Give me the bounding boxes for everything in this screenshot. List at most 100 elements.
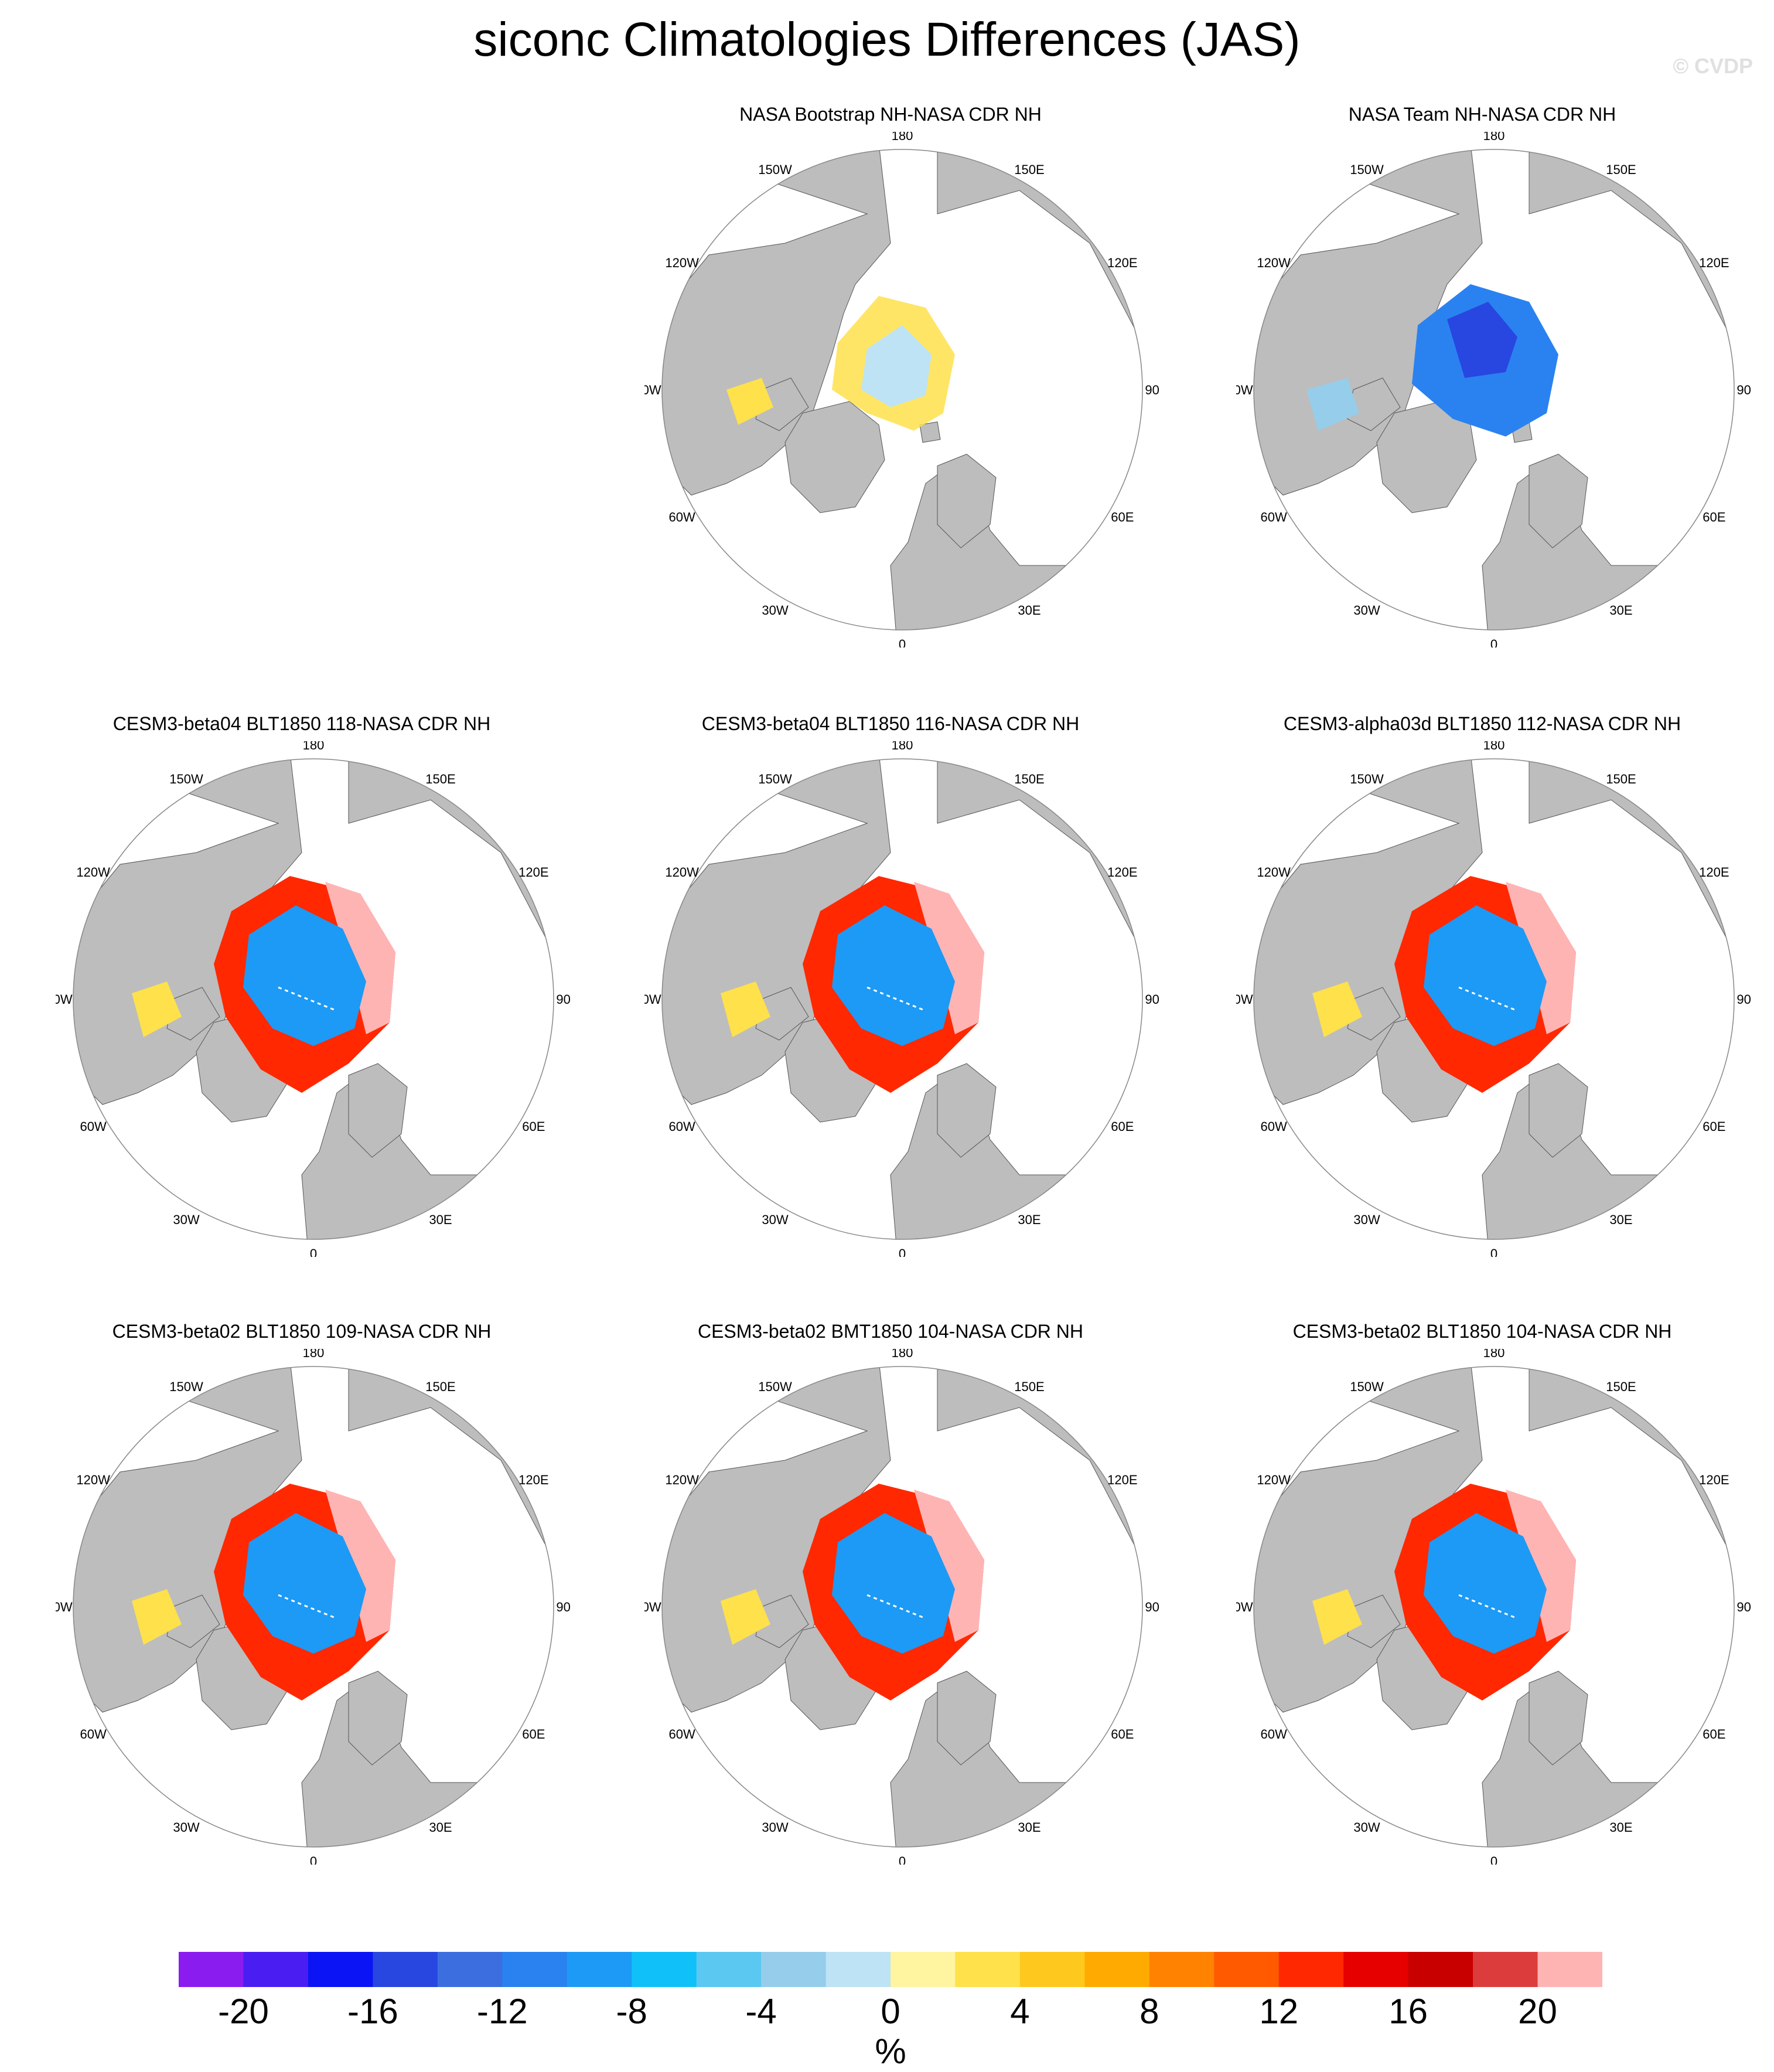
polar-map: 180 150E 120E 90E 60E 30E 0 30W 60W 90W 120W 150W (644, 741, 1160, 1257)
ice-diff-negative-core (832, 905, 955, 1046)
lon-label: 90W (644, 383, 661, 397)
lon-label: 90E (556, 1600, 571, 1614)
lon-label: 120W (1257, 255, 1291, 270)
lon-label: 90W (56, 992, 73, 1007)
lon-label: 90W (644, 992, 661, 1007)
lon-label: 30E (429, 1820, 452, 1835)
lon-label: 150E (1606, 772, 1636, 786)
map-panel: NASA Bootstrap NH-NASA CDR NH 180 150E 120E… (598, 103, 1183, 689)
lon-label: 60W (1261, 510, 1287, 524)
lon-label: 0 (310, 1854, 317, 1865)
lon-label: 60W (1261, 1727, 1287, 1742)
panel-title: CESM3-alpha03d BLT1850 112-NASA CDR NH (1283, 713, 1681, 734)
colorbar (179, 1952, 1602, 1987)
colorbar-swatch (632, 1952, 697, 1987)
lon-label: 90E (1737, 992, 1752, 1007)
map-boundary (1253, 149, 1735, 631)
colorbar-tick-label: -4 (745, 1992, 777, 2031)
pole-hole-line (278, 1594, 337, 1620)
ice-diff-negative-core (1424, 1513, 1547, 1654)
map-boundary (1253, 1366, 1735, 1848)
map-boundary (661, 1366, 1143, 1848)
lon-label: 120E (518, 1473, 548, 1487)
lon-label: 180 (892, 741, 913, 752)
lon-label: 60W (80, 1727, 107, 1742)
ice-diff-hudson (1312, 982, 1362, 1037)
map-panel: CESM3-beta04 BLT1850 118-NASA CDR NH 180 1… (9, 712, 595, 1298)
ice-diff-hudson (721, 1589, 770, 1645)
ice-diff-hudson (1306, 378, 1359, 431)
lon-label: 90W (644, 1600, 661, 1614)
ice-diff-negative-core (1424, 905, 1547, 1046)
lon-label: 120E (1699, 865, 1729, 880)
lon-label: 120W (76, 1473, 110, 1487)
lon-label: 60W (669, 1119, 695, 1134)
ice-diff-near-zero (861, 325, 932, 407)
colorbar-swatch (437, 1952, 503, 1987)
colorbar-swatch (1537, 1952, 1602, 1987)
lon-label: 60W (669, 510, 695, 524)
ice-diff-positive-outer (914, 882, 984, 1034)
lon-label: 150W (758, 162, 792, 177)
lon-label: 120E (1699, 255, 1729, 270)
lon-label: 30E (429, 1212, 452, 1227)
lon-label: 60E (1703, 1119, 1725, 1134)
colorbar-swatch (567, 1952, 632, 1987)
lon-label: 120W (1257, 1473, 1291, 1487)
lon-label: 30W (1353, 1820, 1380, 1835)
map-panel: CESM3-beta02 BLT1850 104-NASA CDR NH 180 1… (1189, 1320, 1774, 1906)
lon-label: 30E (1018, 1820, 1040, 1835)
land-scandinavia (937, 1671, 997, 1766)
panel-title: NASA Bootstrap NH-NASA CDR NH (739, 104, 1042, 125)
lon-label: 180 (1483, 741, 1505, 752)
lon-label: 180 (892, 1349, 913, 1360)
pole-hole-line (1458, 1594, 1518, 1620)
polar-map: 180 150E 120E 90E 60E 30E 0 30W 60W 90W 120W 150W (644, 132, 1160, 648)
lon-label: 60W (80, 1119, 107, 1134)
ice-diff-positive-outer (914, 1490, 984, 1642)
map-boundary (1253, 758, 1735, 1240)
lon-label: 90E (1737, 383, 1752, 397)
lon-label: 150W (758, 772, 792, 786)
lon-label: 150E (1606, 1379, 1636, 1394)
panel-title: CESM3-beta04 BLT1850 118-NASA CDR NH (112, 713, 491, 734)
colorbar-tick-label: -20 (218, 1992, 269, 2031)
lon-label: 120E (1699, 1473, 1729, 1487)
panel-title: CESM3-beta02 BLT1850 104-NASA CDR NH (1292, 1321, 1672, 1342)
ice-diff-negative-core (243, 905, 366, 1046)
lon-label: 30E (1018, 1212, 1040, 1227)
lon-label: 120W (665, 865, 699, 880)
lon-label: 60E (1111, 510, 1134, 524)
lon-label: 60E (522, 1119, 545, 1134)
lon-label: 90E (1145, 383, 1160, 397)
lon-label: 150E (1606, 162, 1636, 177)
lon-label: 60W (669, 1727, 695, 1742)
lon-label: 150W (758, 1379, 792, 1394)
colorbar-tick-label: 12 (1259, 1992, 1299, 2031)
lon-label: 30W (762, 1820, 788, 1835)
lon-label: 120E (1107, 1473, 1137, 1487)
pole-hole-line (1458, 986, 1518, 1012)
lon-label: 120E (1107, 865, 1137, 880)
lon-label: 180 (303, 1349, 325, 1360)
lon-label: 0 (899, 637, 906, 648)
lon-label: 90E (1145, 992, 1160, 1007)
colorbar-swatch (955, 1952, 1021, 1987)
polar-map: 180 150E 120E 90E 60E 30E 0 30W 60W 90W 120W 150W (56, 741, 571, 1257)
lon-label: 0 (899, 1246, 906, 1257)
land-svalbard (919, 421, 941, 443)
ice-diff-positive-outer (325, 882, 395, 1034)
colorbar-tick-label: -8 (616, 1992, 647, 2031)
land-scandinavia (937, 1063, 997, 1158)
panel-title: CESM3-beta02 BLT1850 109-NASA CDR NH (112, 1321, 492, 1342)
colorbar-tick-label: -12 (476, 1992, 528, 2031)
ice-diff-hudson (726, 378, 773, 425)
colorbar-swatch (179, 1952, 244, 1987)
land-scandinavia (1529, 454, 1588, 548)
colorbar-swatch (1084, 1952, 1150, 1987)
land-scandinavia (937, 454, 997, 548)
colorbar-swatch (1343, 1952, 1409, 1987)
lon-label: 90W (1236, 383, 1253, 397)
cvdp-watermark: © CVDP (1673, 54, 1753, 78)
land-scandinavia (1529, 1671, 1588, 1766)
